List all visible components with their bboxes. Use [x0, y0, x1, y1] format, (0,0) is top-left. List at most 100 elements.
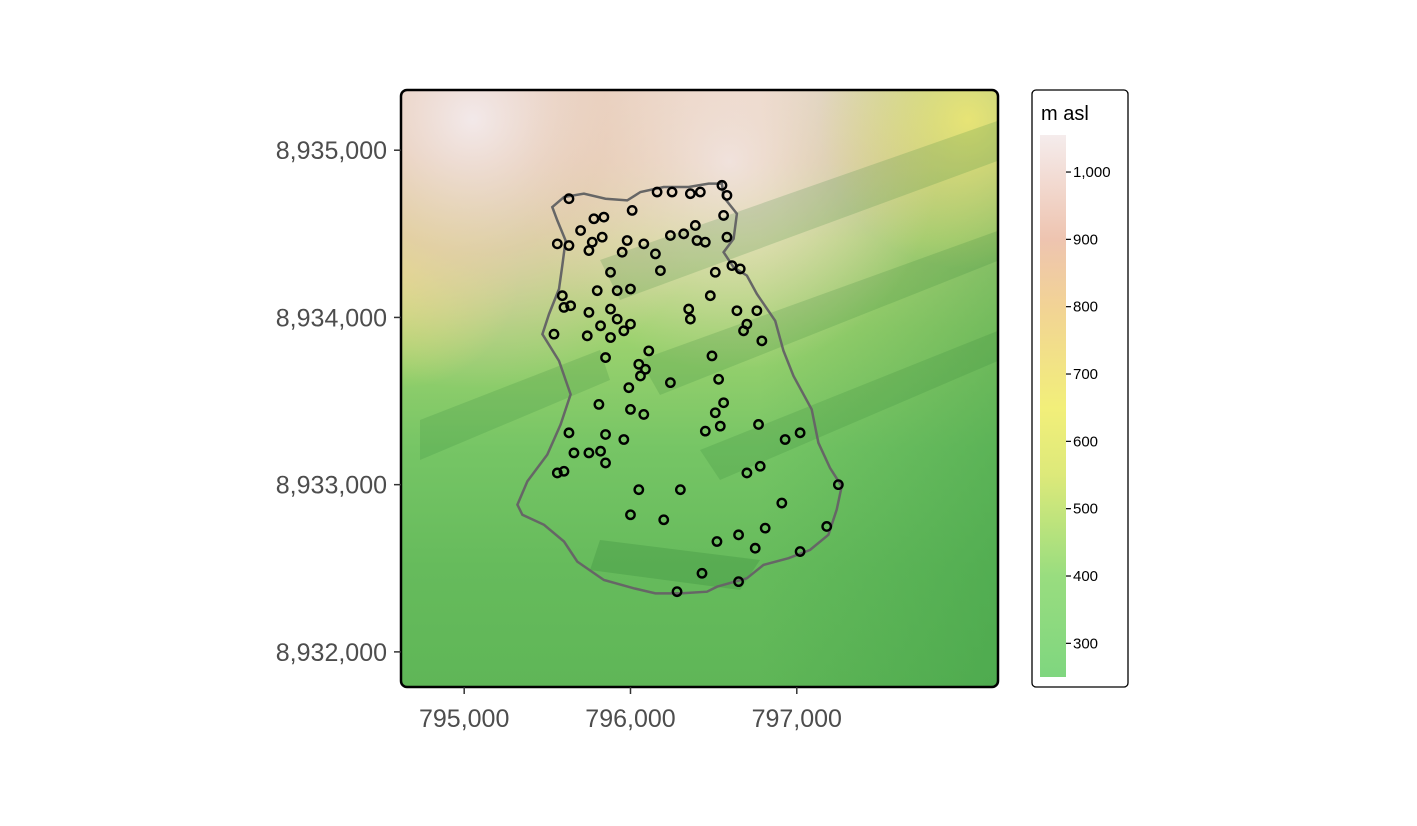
sample-point: [674, 484, 686, 496]
sample-point: [794, 546, 806, 557]
sample-point: [638, 409, 650, 420]
sample-point: [664, 230, 676, 241]
sample-point: [563, 427, 575, 439]
sample-point: [776, 497, 788, 509]
sample-point: [618, 325, 630, 337]
elevation-raster: [401, 90, 998, 687]
sample-point: [751, 305, 763, 317]
sample-point: [625, 283, 636, 295]
sample-point: [714, 420, 726, 432]
sample-point: [598, 211, 610, 223]
sample-point: [709, 407, 721, 419]
sample-point: [558, 301, 570, 313]
sample-point: [759, 522, 771, 534]
sample-point: [664, 377, 676, 389]
sample-point: [551, 467, 563, 479]
sample-point: [694, 186, 706, 198]
sample-point: [591, 285, 603, 297]
sample-point: [643, 345, 655, 357]
sample-point: [600, 352, 611, 363]
sample-point: [565, 300, 577, 312]
sample-point: [563, 240, 575, 251]
sample-point: [625, 318, 636, 330]
sample-point: [611, 285, 623, 297]
sample-point: [558, 465, 570, 477]
sample-point: [596, 231, 608, 243]
sample-point: [666, 186, 678, 198]
sample-point: [618, 434, 630, 445]
y-tick-label: 8,934,000: [276, 304, 387, 332]
sample-point: [605, 266, 616, 278]
sample-point: [623, 382, 635, 394]
sample-point: [605, 303, 616, 315]
x-tick-label: 796,000: [585, 705, 675, 733]
sample-point: [650, 248, 661, 260]
sample-point: [635, 370, 646, 382]
sample-point: [600, 457, 611, 469]
sample-point: [741, 467, 753, 479]
sample-point: [699, 236, 711, 248]
sample-point: [605, 332, 616, 343]
sample-point: [563, 193, 575, 205]
sample-point: [713, 373, 725, 385]
sample-point: [625, 509, 636, 521]
sample-point: [699, 425, 711, 437]
sample-point: [794, 427, 806, 439]
legend-tick-label: 800: [1073, 299, 1098, 316]
legend-title: m asl: [1041, 103, 1089, 125]
legend-tick-label: 700: [1073, 366, 1098, 383]
sample-point: [616, 246, 628, 258]
sample-point: [595, 320, 606, 332]
x-axis: 795,000 796,000 797,000: [419, 687, 842, 733]
sample-point: [683, 303, 695, 315]
sample-point: [733, 576, 744, 588]
y-tick-label: 8,935,000: [276, 137, 387, 165]
sample-point: [711, 536, 723, 547]
sample-point: [734, 263, 746, 275]
legend: m asl 1,000 900 800 700 600 500 400 300: [1031, 89, 1129, 688]
sample-point: [658, 514, 670, 526]
sample-point: [821, 521, 833, 532]
sample-point: [575, 225, 586, 236]
sample-point: [709, 266, 721, 278]
y-tick-label: 8,933,000: [276, 472, 387, 500]
legend-tick-label: 1,000: [1073, 164, 1111, 181]
y-tick-label: 8,932,000: [276, 639, 387, 667]
sample-point: [633, 484, 645, 496]
sample-point: [689, 220, 701, 231]
legend-tick-label: 300: [1073, 635, 1098, 652]
sample-point: [716, 179, 728, 191]
legend-tick-label: 400: [1073, 568, 1098, 585]
sample-point: [625, 404, 636, 415]
x-tick-label: 797,000: [752, 705, 842, 733]
legend-tick-label: 600: [1073, 433, 1098, 450]
sample-point: [595, 445, 606, 457]
sample-point: [583, 245, 595, 256]
sample-point: [633, 358, 645, 370]
y-axis: 8,932,000 8,933,000 8,934,000 8,935,000: [276, 137, 401, 667]
sample-point: [684, 188, 696, 200]
sample-point: [696, 567, 708, 579]
sample-point: [551, 238, 563, 250]
sample-point: [593, 398, 605, 410]
sample-point: [568, 447, 580, 459]
sample-point: [655, 265, 666, 277]
sample-point: [638, 238, 650, 250]
sample-point: [756, 335, 768, 347]
sample-point: [621, 235, 633, 246]
sample-point: [588, 213, 600, 225]
sample-point: [678, 228, 690, 240]
sample-point: [684, 313, 696, 325]
sample-point: [671, 586, 683, 598]
sample-point: [704, 290, 716, 302]
sample-point: [548, 328, 560, 340]
sample-point: [600, 429, 611, 440]
sample-point: [583, 307, 595, 318]
sample-point: [640, 363, 651, 375]
sample-point: [611, 313, 623, 325]
sample-point: [832, 479, 844, 491]
sample-point: [556, 290, 568, 302]
sample-point: [754, 460, 766, 472]
sample-point: [749, 542, 761, 554]
